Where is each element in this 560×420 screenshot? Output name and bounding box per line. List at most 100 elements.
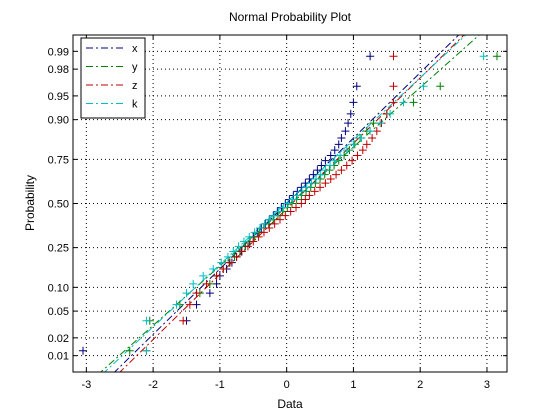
data-point-x xyxy=(321,156,330,165)
data-point-z xyxy=(259,228,268,237)
data-point-k xyxy=(349,140,358,149)
data-point-z xyxy=(292,203,301,212)
data-point-k xyxy=(229,247,238,256)
data-point-z xyxy=(297,199,306,208)
legend-label-k: k xyxy=(132,99,138,111)
data-point-x xyxy=(330,146,339,155)
data-point-x xyxy=(313,166,322,175)
data-point-z xyxy=(316,183,325,192)
data-point-x xyxy=(344,119,353,128)
data-point-x xyxy=(309,170,318,179)
data-point-x xyxy=(212,279,221,288)
data-point-k xyxy=(386,109,395,118)
data-point-k xyxy=(326,161,335,170)
data-point-k xyxy=(307,179,316,188)
data-point-x xyxy=(334,140,343,149)
data-point-x xyxy=(366,52,375,61)
data-point-k xyxy=(283,199,292,208)
data-point-k xyxy=(250,228,259,237)
data-point-y xyxy=(125,346,134,355)
data-point-z xyxy=(219,264,228,273)
y-tick-label: 0.50 xyxy=(48,199,69,211)
y-tick-label: 0.01 xyxy=(48,351,69,363)
data-point-z xyxy=(301,195,310,204)
data-point-z xyxy=(185,300,194,309)
data-point-k xyxy=(245,232,254,241)
data-point-x xyxy=(337,134,346,143)
x-tick-label: 3 xyxy=(484,379,490,391)
data-point-x xyxy=(317,161,326,170)
data-point-y xyxy=(369,119,378,128)
data-point-x xyxy=(341,127,350,136)
data-point-k xyxy=(265,215,274,224)
data-point-z xyxy=(342,161,351,170)
fit-line-k xyxy=(104,35,467,372)
data-point-k xyxy=(342,146,351,155)
data-point-z xyxy=(362,140,371,149)
y-axis: 0.01 0.02 0.05 0.10 0.25 0.50 0.75 0.90 0.95 0.98… xyxy=(48,46,507,363)
x-axis-label: Data xyxy=(277,397,303,411)
data-point-k xyxy=(293,191,302,200)
y-tick-label: 0.90 xyxy=(48,115,69,127)
data-point-k xyxy=(357,134,366,143)
data-point-k xyxy=(239,237,248,246)
data-point-k xyxy=(312,174,321,183)
data-point-x xyxy=(205,289,214,298)
x-tick-label: -2 xyxy=(148,379,158,391)
data-point-k xyxy=(399,98,408,107)
x-tick-label: 1 xyxy=(350,379,356,391)
data-point-z xyxy=(389,52,398,61)
y-tick-label: 0.98 xyxy=(48,64,69,76)
data-point-x xyxy=(79,346,88,355)
y-tick-label: 0.05 xyxy=(48,306,69,318)
data-point-k xyxy=(302,183,311,192)
data-point-z xyxy=(232,252,241,261)
data-point-k xyxy=(189,279,198,288)
x-tick-label: 2 xyxy=(417,379,423,391)
data-point-z xyxy=(368,134,377,143)
data-point-z xyxy=(337,166,346,175)
data-point-k xyxy=(255,224,264,233)
data-point-x xyxy=(305,174,314,183)
data-point-z xyxy=(332,170,341,179)
data-point-z xyxy=(270,219,279,228)
data-point-k xyxy=(321,166,330,175)
data-point-z xyxy=(389,98,398,107)
data-point-k xyxy=(288,195,297,204)
x-tick-label: -1 xyxy=(215,379,225,391)
data-point-z xyxy=(237,247,246,256)
data-point-k xyxy=(234,242,243,251)
data-point-k xyxy=(330,156,339,165)
data-point-k xyxy=(172,300,181,309)
y-axis-label: Probability xyxy=(23,175,37,231)
x-tick-label: -3 xyxy=(81,379,91,391)
data-point-k xyxy=(479,52,488,61)
data-point-z xyxy=(305,191,314,200)
data-point-k xyxy=(274,207,283,216)
data-point-z xyxy=(358,146,367,155)
data-point-k xyxy=(209,264,218,273)
legend-label-z: z xyxy=(132,80,138,92)
data-point-x xyxy=(192,300,201,309)
data-point-z xyxy=(286,207,295,216)
legend-label-x: x xyxy=(132,43,138,55)
data-point-z xyxy=(348,156,357,165)
data-point-k xyxy=(142,316,151,325)
data-point-y xyxy=(409,98,418,107)
data-point-k xyxy=(199,271,208,280)
data-point-k xyxy=(336,151,345,160)
data-point-x xyxy=(352,82,361,91)
data-point-z xyxy=(192,289,201,298)
data-point-z xyxy=(243,242,252,251)
y-tick-label: 0.99 xyxy=(48,46,69,58)
data-point-k xyxy=(142,346,151,355)
x-tick-label: 0 xyxy=(284,379,290,391)
y-tick-label: 0.95 xyxy=(48,91,69,103)
data-point-k xyxy=(223,252,232,261)
data-point-k xyxy=(269,211,278,220)
data-point-k xyxy=(260,219,269,228)
y-tick-label: 0.10 xyxy=(48,282,69,294)
data-point-z xyxy=(326,174,335,183)
